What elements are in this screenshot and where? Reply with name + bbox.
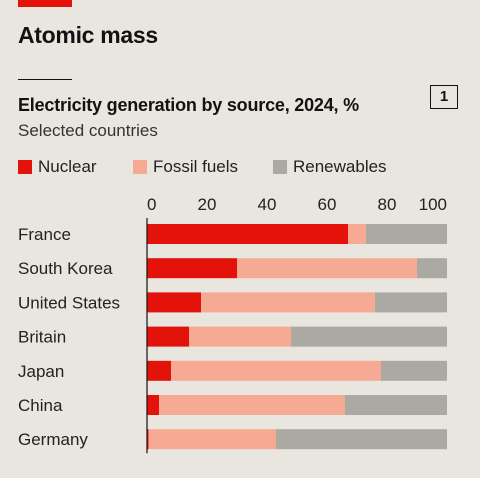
- bar-segment-nuclear: [147, 326, 189, 347]
- bar-segment-nuclear: [147, 224, 348, 244]
- bar-segment-nuclear: [147, 395, 159, 415]
- headline: Atomic mass: [18, 22, 158, 48]
- x-tick-label: 40: [258, 195, 277, 214]
- brand-red-tag: [18, 0, 72, 7]
- bar-segment-renewables: [345, 395, 447, 415]
- x-tick-label: 60: [318, 195, 337, 214]
- category-label: China: [18, 396, 63, 415]
- bar-segment-fossil-fuels: [189, 326, 291, 347]
- legend-swatch-renewables: [273, 160, 287, 174]
- legend-item-renewables: Renewables: [273, 157, 387, 177]
- bar-segment-renewables: [375, 292, 447, 313]
- title-rule: [18, 79, 72, 80]
- legend-swatch-fossil-fuels: [133, 160, 147, 174]
- legend-label-nuclear: Nuclear: [38, 157, 97, 176]
- x-tick-label: 0: [147, 195, 156, 214]
- legend-label-renewables: Renewables: [293, 157, 387, 176]
- bar-segment-nuclear: [147, 292, 201, 313]
- category-label: Britain: [18, 328, 66, 347]
- bar-segment-fossil-fuels: [159, 395, 345, 415]
- legend-swatch-nuclear: [18, 160, 32, 174]
- category-label: France: [18, 225, 71, 244]
- x-tick-label: 100: [419, 195, 447, 214]
- bar-segment-nuclear: [147, 429, 149, 450]
- bar-segment-renewables: [291, 326, 447, 347]
- legend-label-fossil-fuels: Fossil fuels: [153, 157, 239, 176]
- bar-segment-renewables: [276, 429, 447, 450]
- chart-number-badge: 1: [430, 85, 458, 109]
- bar-segment-nuclear: [147, 360, 171, 381]
- bar-segment-nuclear: [147, 258, 237, 279]
- bar-segment-renewables: [366, 224, 447, 244]
- category-label: South Korea: [18, 259, 113, 278]
- bar-segment-fossil-fuels: [171, 360, 381, 381]
- legend-item-nuclear: Nuclear: [18, 157, 97, 177]
- category-label: Germany: [18, 430, 88, 449]
- legend-item-fossil-fuels: Fossil fuels: [133, 157, 238, 177]
- x-tick-label: 20: [198, 195, 217, 214]
- bar-segment-fossil-fuels: [237, 258, 417, 279]
- category-label: Japan: [18, 362, 64, 381]
- bar-segment-fossil-fuels: [201, 292, 375, 313]
- category-label: United States: [18, 293, 120, 312]
- bar-segment-fossil-fuels: [348, 224, 366, 244]
- bar-segment-renewables: [417, 258, 447, 279]
- chart-title: Electricity generation by source, 2024, …: [18, 95, 359, 115]
- bar-segment-renewables: [381, 360, 447, 381]
- x-tick-label: 80: [378, 195, 397, 214]
- bar-segment-fossil-fuels: [148, 429, 276, 450]
- chart-subtitle: Selected countries: [18, 121, 158, 140]
